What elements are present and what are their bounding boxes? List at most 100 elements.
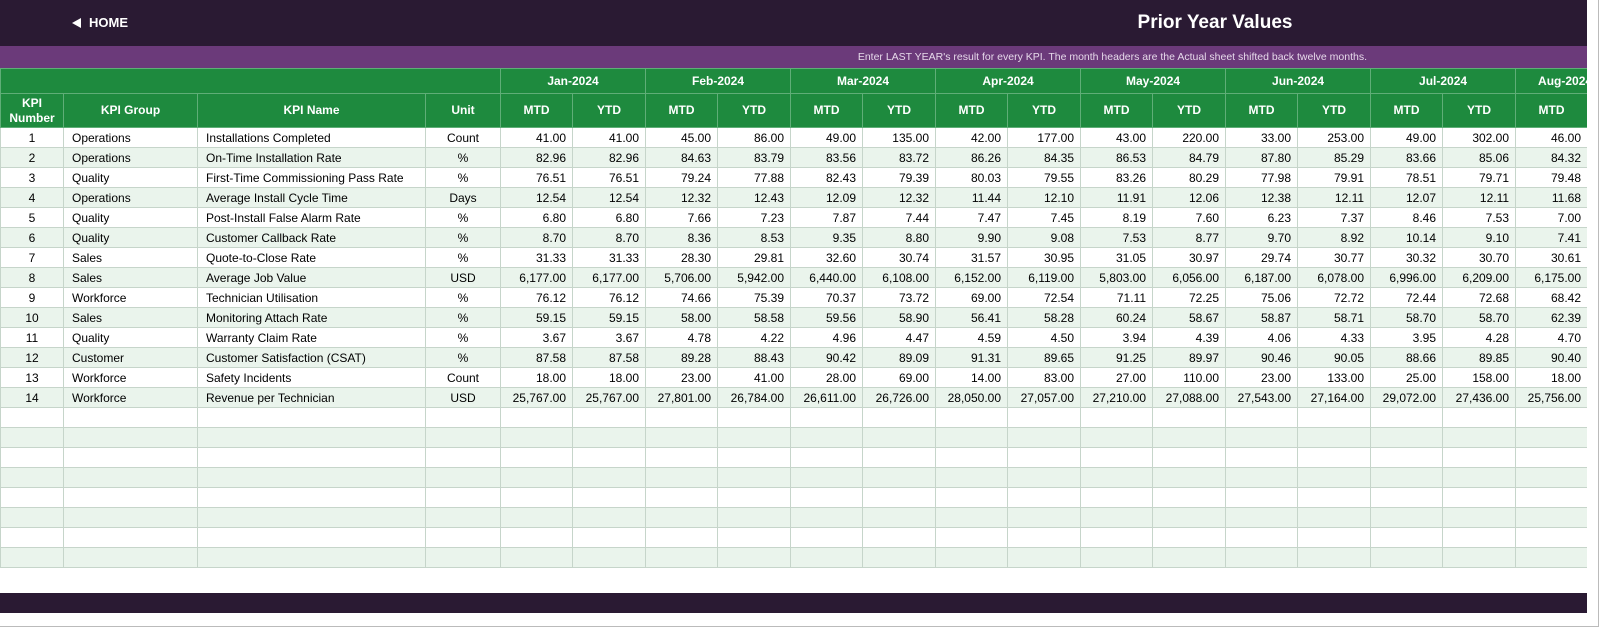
kpi-value[interactable]: 6,175.00 (1515, 267, 1587, 288)
empty-cell[interactable] (1442, 507, 1517, 528)
empty-cell[interactable] (862, 507, 936, 528)
empty-cell[interactable] (1515, 487, 1587, 508)
kpi-value[interactable]: 49.00 (790, 127, 863, 148)
kpi-value[interactable]: 302.00 (1442, 127, 1517, 148)
kpi-value[interactable]: 12.32 (862, 187, 936, 208)
empty-cell[interactable] (572, 427, 646, 448)
kpi-value[interactable]: 6.23 (1225, 207, 1299, 228)
empty-cell[interactable] (790, 507, 863, 528)
kpi-value[interactable]: 253.00 (1297, 127, 1372, 148)
kpi-value[interactable]: 82.96 (572, 147, 646, 168)
empty-cell[interactable] (0, 467, 64, 488)
kpi-value[interactable]: 4.22 (717, 327, 791, 348)
empty-cell[interactable] (790, 427, 863, 448)
kpi-value[interactable]: 27.00 (1080, 367, 1154, 388)
kpi-value[interactable]: 58.71 (1297, 307, 1372, 328)
kpi-value[interactable]: 12.06 (1152, 187, 1227, 208)
kpi-value[interactable]: 76.51 (572, 167, 646, 188)
kpi-value[interactable]: 12.54 (572, 187, 646, 208)
kpi-value[interactable]: 85.29 (1297, 147, 1372, 168)
kpi-value[interactable]: 31.33 (500, 247, 573, 268)
kpi-value[interactable]: 83.56 (790, 147, 863, 168)
empty-cell[interactable] (1442, 467, 1517, 488)
empty-cell[interactable] (572, 507, 646, 528)
kpi-value[interactable]: 73.72 (862, 287, 936, 308)
kpi-value[interactable]: 31.57 (935, 247, 1008, 268)
kpi-value[interactable]: 43.00 (1080, 127, 1154, 148)
kpi-value[interactable]: 220.00 (1152, 127, 1227, 148)
empty-cell[interactable] (717, 547, 791, 568)
empty-cell[interactable] (935, 467, 1008, 488)
empty-cell[interactable] (1515, 527, 1587, 548)
kpi-value[interactable]: 86.00 (717, 127, 791, 148)
kpi-value[interactable]: 45.00 (645, 127, 718, 148)
kpi-value[interactable]: 12.32 (645, 187, 718, 208)
kpi-value[interactable]: 8.77 (1152, 227, 1227, 248)
empty-cell[interactable] (1370, 447, 1444, 468)
kpi-value[interactable]: 23.00 (645, 367, 718, 388)
kpi-value[interactable]: 82.43 (790, 167, 863, 188)
kpi-value[interactable]: 62.39 (1515, 307, 1587, 328)
empty-cell[interactable] (717, 487, 791, 508)
kpi-value[interactable]: 6,108.00 (862, 267, 936, 288)
kpi-value[interactable]: 12.11 (1297, 187, 1372, 208)
kpi-value[interactable]: 74.66 (645, 287, 718, 308)
kpi-value[interactable]: 4.06 (1225, 327, 1299, 348)
kpi-value[interactable]: 87.80 (1225, 147, 1299, 168)
kpi-value[interactable]: 90.40 (1515, 347, 1587, 368)
empty-cell[interactable] (1370, 527, 1444, 548)
kpi-value[interactable]: 89.28 (645, 347, 718, 368)
empty-cell[interactable] (1152, 527, 1227, 548)
empty-cell[interactable] (197, 547, 426, 568)
kpi-value[interactable]: 30.95 (1006, 247, 1082, 268)
empty-cell[interactable] (425, 507, 501, 528)
empty-cell[interactable] (425, 487, 501, 508)
empty-cell[interactable] (1370, 547, 1444, 568)
kpi-value[interactable]: 11.68 (1515, 187, 1587, 208)
kpi-value[interactable]: 58.28 (1006, 307, 1082, 328)
empty-cell[interactable] (717, 507, 791, 528)
empty-cell[interactable] (1006, 547, 1082, 568)
empty-cell[interactable] (1442, 447, 1517, 468)
kpi-value[interactable]: 5,803.00 (1080, 267, 1154, 288)
empty-cell[interactable] (1080, 427, 1154, 448)
empty-cell[interactable] (1006, 427, 1082, 448)
kpi-value[interactable]: 25.00 (1370, 367, 1444, 388)
empty-cell[interactable] (63, 547, 198, 568)
empty-cell[interactable] (1370, 487, 1444, 508)
kpi-value[interactable]: 3.67 (500, 327, 573, 348)
kpi-value[interactable]: 6,078.00 (1297, 267, 1372, 288)
empty-cell[interactable] (1515, 427, 1587, 448)
kpi-value[interactable]: 4.47 (862, 327, 936, 348)
kpi-value[interactable]: 58.70 (1370, 307, 1444, 328)
kpi-value[interactable]: 91.31 (935, 347, 1008, 368)
kpi-value[interactable]: 133.00 (1297, 367, 1372, 388)
kpi-value[interactable]: 12.38 (1225, 187, 1299, 208)
kpi-value[interactable]: 4.50 (1006, 327, 1082, 348)
empty-cell[interactable] (0, 487, 64, 508)
kpi-value[interactable]: 30.70 (1442, 247, 1517, 268)
empty-cell[interactable] (790, 487, 863, 508)
kpi-value[interactable]: 58.00 (645, 307, 718, 328)
kpi-value[interactable]: 58.87 (1225, 307, 1299, 328)
kpi-value[interactable]: 27,436.00 (1442, 387, 1517, 408)
empty-cell[interactable] (572, 467, 646, 488)
kpi-value[interactable]: 6,440.00 (790, 267, 863, 288)
kpi-value[interactable]: 41.00 (500, 127, 573, 148)
kpi-value[interactable]: 5,706.00 (645, 267, 718, 288)
kpi-value[interactable]: 49.00 (1370, 127, 1444, 148)
kpi-value[interactable]: 29.74 (1225, 247, 1299, 268)
empty-cell[interactable] (1225, 547, 1299, 568)
empty-cell[interactable] (1225, 467, 1299, 488)
kpi-value[interactable]: 110.00 (1152, 367, 1227, 388)
empty-cell[interactable] (1297, 547, 1372, 568)
empty-cell[interactable] (935, 447, 1008, 468)
kpi-value[interactable]: 158.00 (1442, 367, 1517, 388)
empty-cell[interactable] (197, 507, 426, 528)
kpi-value[interactable]: 89.09 (862, 347, 936, 368)
kpi-value[interactable]: 79.55 (1006, 167, 1082, 188)
kpi-value[interactable]: 72.68 (1442, 287, 1517, 308)
kpi-value[interactable]: 86.53 (1080, 147, 1154, 168)
empty-cell[interactable] (935, 487, 1008, 508)
kpi-value[interactable]: 28.00 (790, 367, 863, 388)
